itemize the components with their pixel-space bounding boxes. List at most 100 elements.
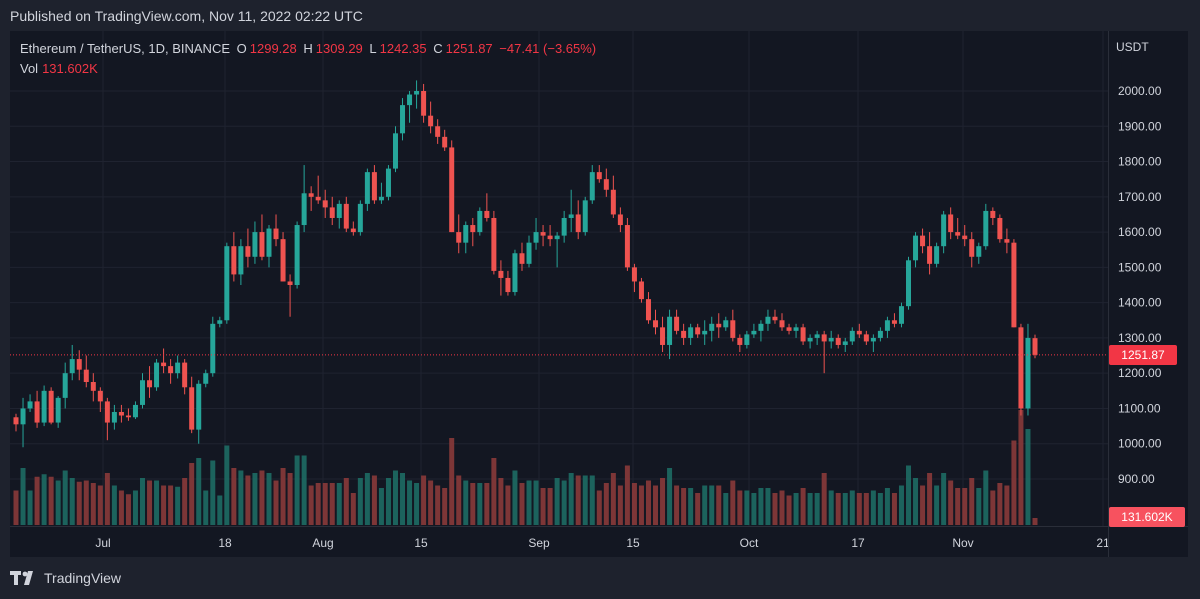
volume-bar [470,483,476,525]
volume-bar [456,475,462,525]
candle-body [990,210,996,218]
candle-body [449,147,455,233]
candle-body [568,214,574,218]
volume-bar [1004,485,1010,525]
candle-body [407,94,413,106]
candle-body [329,207,335,218]
price-tick-label: 1500.00 [1118,260,1162,274]
candle-body [512,253,518,293]
candle-body [55,397,61,423]
volume-bar [55,480,61,525]
chart-frame[interactable]: 2000.00 1900.00 1800.00 1700.00 1600.00 1500.… [10,31,1188,557]
candle-body [941,214,947,247]
candle-body [631,267,637,282]
candle-body [540,232,546,236]
candle-body [421,91,427,116]
candle-body [793,327,799,331]
volume-bar [709,485,715,525]
candle-body [765,316,771,324]
price-tick-label: 1200.00 [1118,366,1162,380]
volume-bar [828,490,834,525]
candle-body [533,232,539,243]
candle-body [561,217,567,236]
volume-bar [139,478,145,525]
candle-body [154,362,160,388]
candle-body [519,253,525,264]
candle-body [582,200,588,233]
volume-bar [245,475,251,525]
volume-bar [76,481,82,525]
volume-bar [821,473,827,525]
candle-body [357,203,363,233]
volume-bar [41,474,47,525]
volume-bar [442,488,448,525]
price-tick-label: 900.00 [1118,472,1155,486]
candle-body [435,126,441,137]
candle-body [737,337,743,345]
volume-bar [385,478,391,525]
symbol-label: Ethereum / TetherUS, 1D, BINANCE [20,41,231,56]
volume-bar [786,495,792,525]
candle-body [955,232,961,236]
volume-bar [617,485,623,525]
footer-brand[interactable]: TradingView [10,570,121,586]
volume-bar [69,478,75,525]
volume-bar [582,475,588,525]
price-tick-label: 1100.00 [1118,401,1161,415]
candle-body [371,172,377,201]
time-tick-label: Aug [312,536,333,550]
price-tick-label: 1800.00 [1118,155,1162,169]
volume-bar [983,470,989,525]
volume-bar [955,488,961,525]
volume-bar [392,470,398,525]
price-tick-label: 1300.00 [1118,331,1162,345]
volume-bar [449,438,455,525]
candle-body [884,320,890,331]
candle-body [498,270,504,278]
volume-bar [596,490,602,525]
volume-bar [997,483,1003,525]
volume-bar [758,488,764,525]
volume-bar [252,473,258,525]
volume-bar [350,493,356,525]
candlestick-chart[interactable]: 2000.00 1900.00 1800.00 1700.00 1600.00 1500.… [10,31,1188,557]
candle-body [217,320,223,324]
volume-bar [835,493,841,525]
candle-body [610,189,616,215]
volume-bar [463,480,469,525]
volume-bar [533,480,539,525]
volume-label: Vol [20,61,39,76]
candle-body [111,411,117,423]
low-value: 1242.35 [379,41,427,56]
volume-bar [266,473,272,525]
volume-bar [196,458,202,525]
candle-body [245,246,251,257]
candle-body [898,306,904,324]
candle-body [20,408,26,425]
volume-bar [920,485,926,525]
volume-bar [547,488,553,525]
candle-body [83,369,89,382]
candle-body [814,334,820,338]
volume-bar [884,488,890,525]
volume-bar [765,488,771,525]
volume-bar [814,493,820,525]
volume-bar [34,476,40,525]
candle-body [1025,337,1031,409]
change-value: −47.41 (−3.65%) [499,41,597,56]
volume-bar [273,480,279,525]
volume-bar [371,475,377,525]
candle-body [863,334,869,342]
candle-body [463,225,469,243]
candle-body [589,172,595,201]
candle-body [842,341,848,345]
candle-body [378,196,384,201]
volume-bar [147,480,153,525]
volume-bar [400,473,406,525]
candle-body [350,228,356,233]
volume-bar [1011,440,1017,525]
candle-body [470,225,476,233]
volume-bar [491,458,497,525]
volume-bar [638,485,644,525]
volume-bar [111,485,117,525]
